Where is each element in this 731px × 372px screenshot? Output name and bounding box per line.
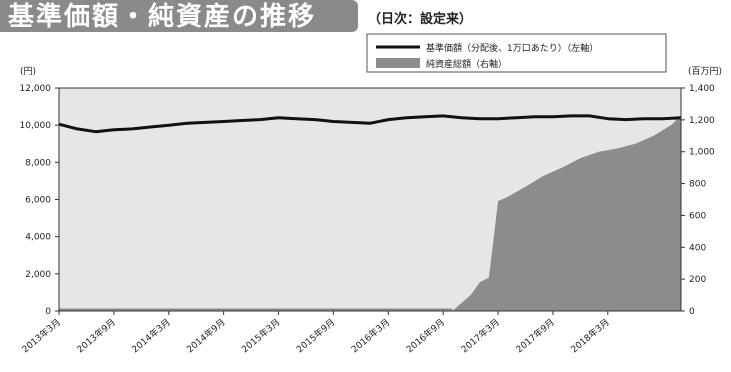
title-banner: 基準価額・純資産の推移 bbox=[0, 0, 358, 32]
left-axis-unit: (円) bbox=[20, 66, 36, 77]
right-tick-label: 600 bbox=[689, 211, 706, 221]
left-axis: 12,000 10,000 8,000 6,000 4,000 2,000 0 bbox=[20, 84, 59, 317]
right-tick-label: 1,000 bbox=[689, 148, 715, 158]
right-axis: 1,400 1,200 1,000 800 600 400 200 0 bbox=[681, 84, 715, 317]
x-tick-label: 2018年3月 bbox=[568, 316, 611, 355]
nav-line-layer bbox=[58, 114, 682, 134]
chart-subtitle: （日次：設定来） bbox=[368, 12, 473, 27]
legend: 基準価額（分配後、1万口あたり）（左軸） 純資産総額（右軸） bbox=[366, 33, 667, 73]
right-tick-label: 1,200 bbox=[689, 116, 715, 126]
left-tick-label: 0 bbox=[45, 307, 51, 317]
right-tick-label: 0 bbox=[689, 307, 695, 317]
x-tick-label: 2017年3月 bbox=[459, 316, 502, 355]
x-tick-label: 2017年9月 bbox=[513, 316, 556, 355]
right-tick-label: 800 bbox=[689, 180, 706, 190]
left-tick-label: 6,000 bbox=[25, 196, 51, 206]
x-tick-label: 2014年9月 bbox=[184, 316, 227, 355]
x-tick-label: 2015年9月 bbox=[294, 316, 337, 355]
legend-label-nav: 基準価額（分配後、1万口あたり）（左軸） bbox=[426, 42, 598, 54]
net-assets-area-layer bbox=[59, 115, 681, 312]
left-tick-label: 10,000 bbox=[20, 121, 52, 131]
right-tick-label: 1,400 bbox=[689, 84, 715, 94]
x-axis: 2013年3月 2013年9月 2014年3月 2014年9月 2015年3月 2015年… bbox=[19, 311, 612, 355]
right-tick-label: 200 bbox=[689, 275, 706, 285]
x-tick-label: 2013年3月 bbox=[19, 316, 62, 355]
left-tick-label: 8,000 bbox=[25, 158, 51, 168]
legend-label-assets: 純資産総額（右軸） bbox=[426, 58, 507, 70]
x-tick-label: 2016年3月 bbox=[349, 316, 392, 355]
left-tick-label: 4,000 bbox=[25, 233, 51, 243]
right-axis-unit: (百万円) bbox=[688, 66, 722, 77]
x-tick-label: 2014年3月 bbox=[129, 316, 172, 355]
right-tick-label: 400 bbox=[689, 243, 706, 253]
chart-title: 基準価額・純資産の推移 bbox=[8, 2, 317, 32]
x-tick-label: 2015年3月 bbox=[239, 316, 282, 355]
left-tick-label: 2,000 bbox=[25, 270, 51, 280]
x-tick-label: 2016年9月 bbox=[404, 316, 447, 355]
legend-swatch-assets bbox=[376, 58, 420, 68]
nav-line bbox=[58, 114, 682, 134]
x-tick-label: 2013年9月 bbox=[74, 316, 117, 355]
net-assets-area bbox=[59, 115, 681, 311]
left-tick-label: 12,000 bbox=[20, 84, 52, 94]
